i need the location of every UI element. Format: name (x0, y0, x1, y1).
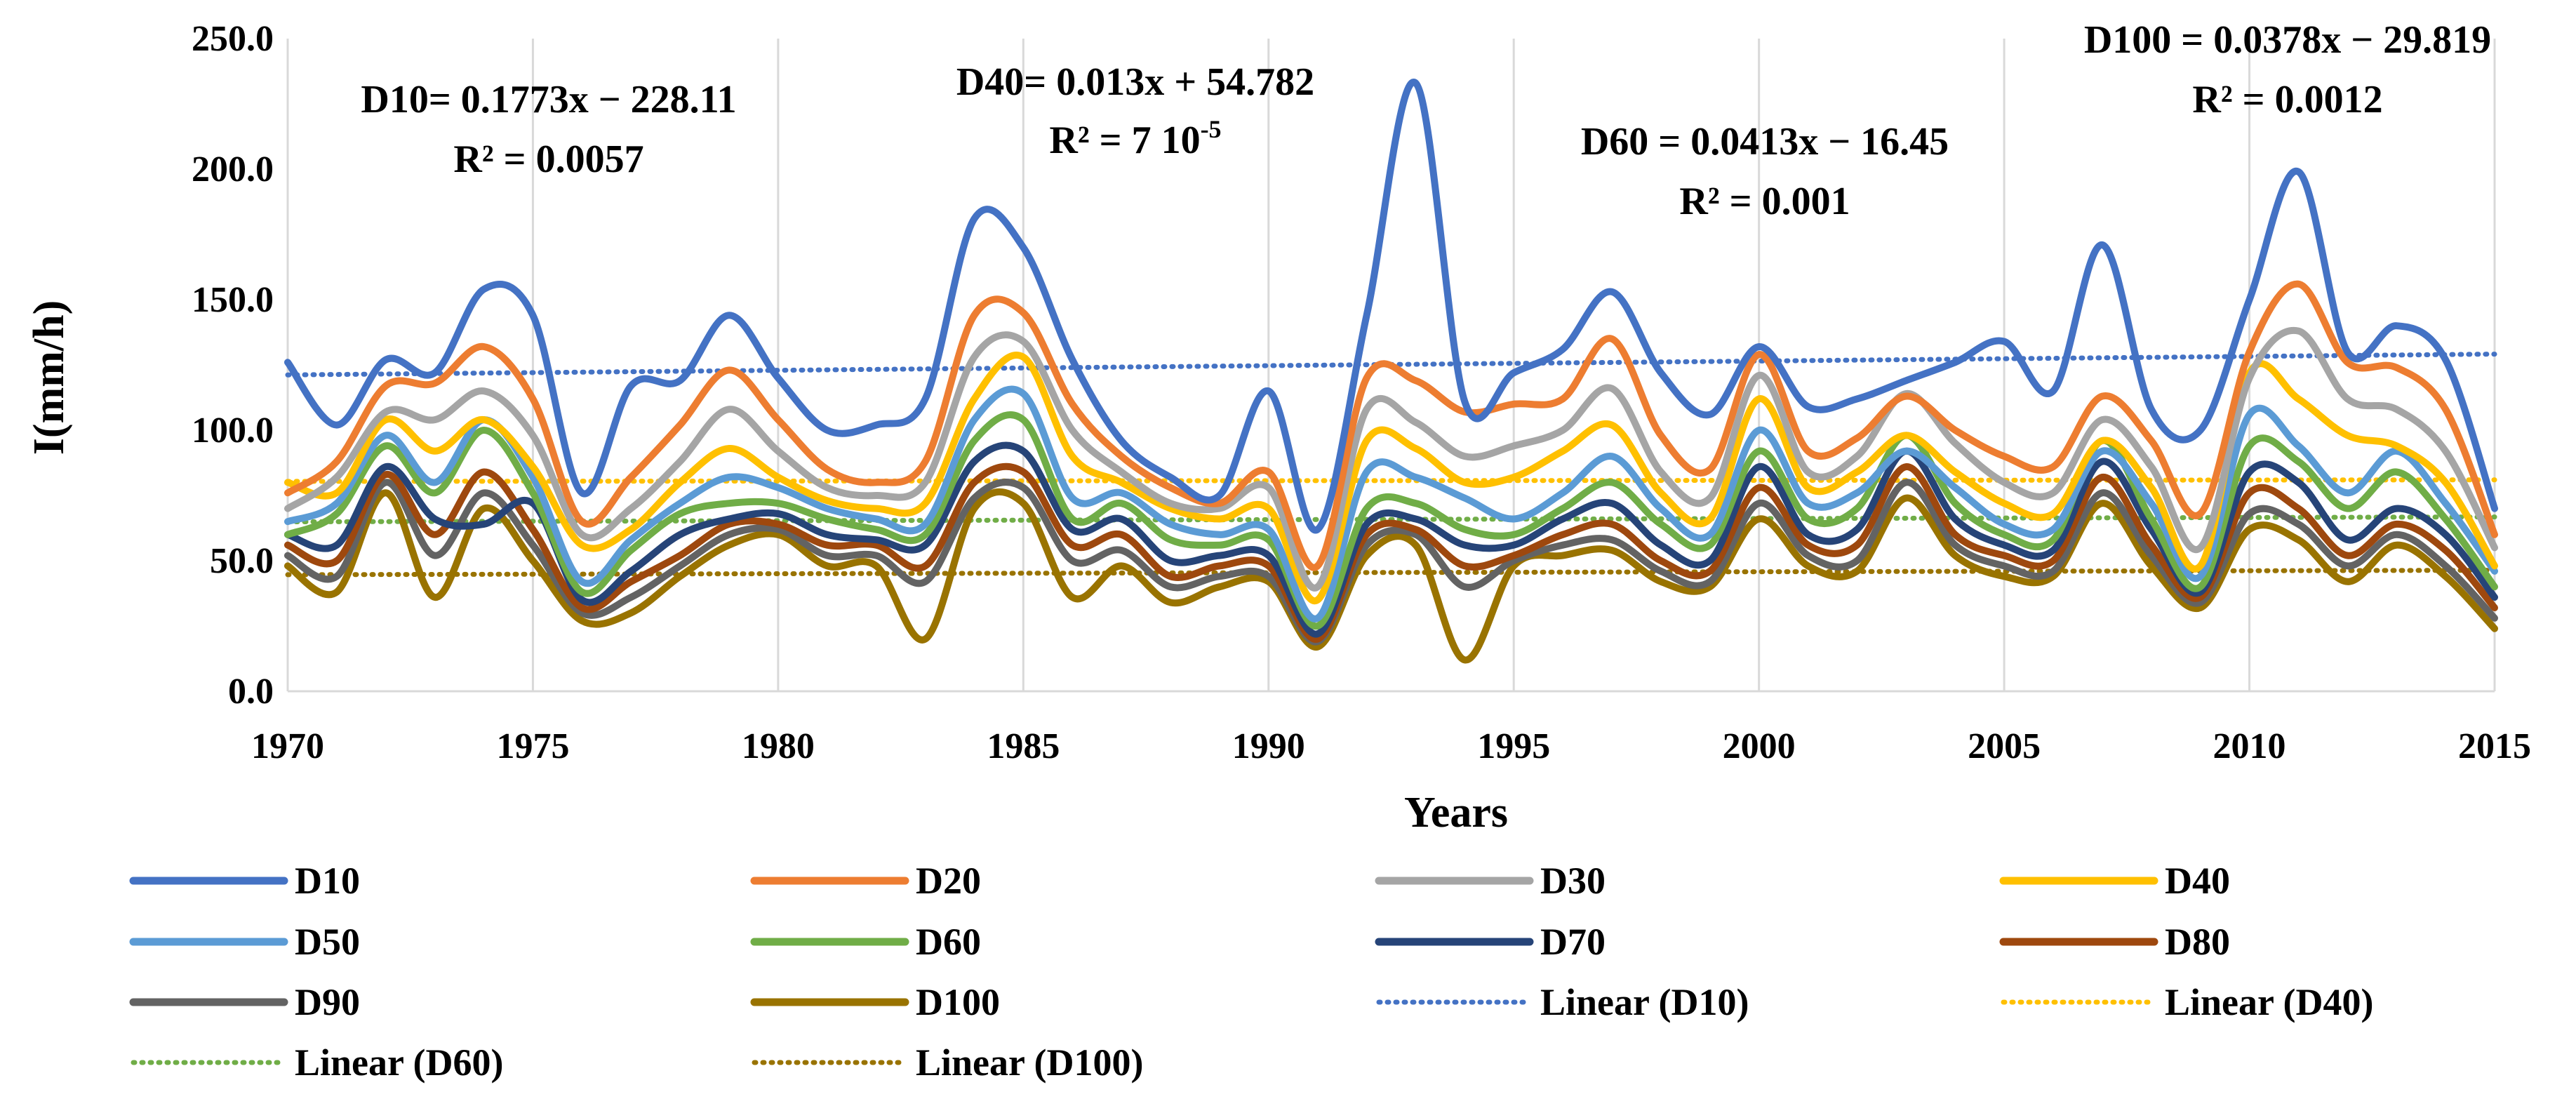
d60-equation: D60 = 0.0413x − 16.45 R² = 0.001 (1581, 120, 1949, 223)
y-axis-ticks: 0.0 50.0 100.0 150.0 200.0 250.0 (192, 19, 274, 712)
legend-label: D70 (1540, 921, 1606, 963)
legend-item-d20: D20 (750, 860, 981, 902)
x-tick-label: 1995 (1477, 726, 1550, 766)
y-tick-label: 150.0 (192, 280, 274, 320)
series-line-d50 (284, 385, 2498, 622)
legend-item-d90: D90 (129, 981, 360, 1023)
legend-label: Linear (D60) (295, 1041, 503, 1084)
legend-label: D10 (295, 860, 360, 902)
series-line-d80 (284, 462, 2498, 643)
series-line-d20 (284, 280, 2498, 571)
y-axis-title: I(mm/h) (25, 300, 73, 455)
d10-equation: D10= 0.1773x − 228.11 R² = 0.0057 (361, 78, 736, 181)
y-tick-label: 250.0 (192, 19, 274, 59)
d10-equation-line1: D10= 0.1773x − 228.11 (361, 78, 736, 121)
legend-label: Linear (D40) (2165, 981, 2373, 1023)
d100-equation: D100 = 0.0378x − 29.819 R² = 0.0012 (2084, 18, 2491, 121)
x-tick-label: 2000 (1723, 726, 1796, 766)
x-tick-label: 2005 (1968, 726, 2041, 766)
legend-item-d70: D70 (1375, 921, 1606, 963)
legend-label: D50 (295, 921, 360, 963)
trendline-linear-d40 (285, 477, 2497, 484)
legend-item-d30: D30 (1375, 860, 1606, 902)
legend-item-d50: D50 (129, 921, 360, 963)
series-lines (284, 79, 2498, 664)
legend-item-d100: D100 (750, 981, 1000, 1023)
legend: D10 D20 D30 D40 D50 D60 D70 D80 D90 D100 Linear (D… (129, 860, 2373, 1084)
y-tick-label: 50.0 (210, 541, 274, 581)
d10-equation-line2: R² = 0.0057 (453, 138, 643, 181)
x-tick-label: 1970 (251, 726, 324, 766)
y-tick-label: 0.0 (228, 672, 274, 712)
legend-item-d60: D60 (750, 921, 981, 963)
d40-equation-line1: D40= 0.013x + 54.782 (956, 60, 1314, 104)
legend-label: D40 (2165, 860, 2230, 902)
x-tick-label: 1975 (496, 726, 569, 766)
x-tick-label: 2015 (2458, 726, 2531, 766)
legend-item-d40: D40 (1999, 860, 2230, 902)
x-axis-title: Years (1404, 789, 1508, 837)
series-line-d70 (284, 441, 2498, 638)
d100-equation-line1: D100 = 0.0378x − 29.819 (2084, 18, 2491, 62)
legend-label: D60 (916, 921, 981, 963)
legend-label: Linear (D100) (916, 1041, 1143, 1084)
legend-item-linear-d40: Linear (D40) (2001, 981, 2373, 1023)
d60-equation-line2: R² = 0.001 (1679, 180, 1850, 223)
x-tick-label: 1980 (742, 726, 815, 766)
legend-item-linear-d10: Linear (D10) (1376, 981, 1749, 1023)
series-line-d100 (284, 488, 2498, 664)
legend-label: D100 (916, 981, 1000, 1023)
trendline-linear-d100 (285, 568, 2497, 578)
series-line-d90 (284, 479, 2498, 646)
legend-item-linear-d100: Linear (D100) (752, 1041, 1143, 1084)
x-tick-label: 1990 (1232, 726, 1305, 766)
y-tick-label: 200.0 (192, 149, 274, 189)
series-line-d40 (284, 352, 2498, 605)
legend-item-linear-d60: Linear (D60) (131, 1041, 503, 1084)
d40-r2-value: R² = 7 10 (1049, 119, 1200, 162)
legend-item-d80: D80 (1999, 921, 2230, 963)
x-tick-label: 1985 (987, 726, 1060, 766)
legend-label: D80 (2165, 921, 2230, 963)
legend-label: D30 (1540, 860, 1606, 902)
d40-equation: D40= 0.013x + 54.782 R² = 7 10-5 (956, 60, 1314, 162)
legend-label: Linear (D10) (1540, 981, 1749, 1023)
legend-label: D20 (916, 860, 981, 902)
d40-r2-exponent: -5 (1201, 115, 1222, 143)
d60-equation-line1: D60 = 0.0413x − 16.45 (1581, 120, 1949, 164)
x-tick-label: 2010 (2213, 726, 2286, 766)
d40-equation-line2: R² = 7 10-5 (1049, 115, 1221, 162)
y-tick-label: 100.0 (192, 411, 274, 451)
series-line-d60 (284, 411, 2498, 630)
x-axis-ticks: 1970 1975 1980 1985 1990 1995 2000 2005 2010 2015 (251, 726, 2531, 766)
d100-equation-line2: R² = 0.0012 (2192, 78, 2382, 121)
series-line-d30 (284, 326, 2498, 592)
legend-item-d10: D10 (129, 860, 360, 902)
legend-label: D90 (295, 981, 360, 1023)
series-line-d10 (284, 79, 2498, 534)
